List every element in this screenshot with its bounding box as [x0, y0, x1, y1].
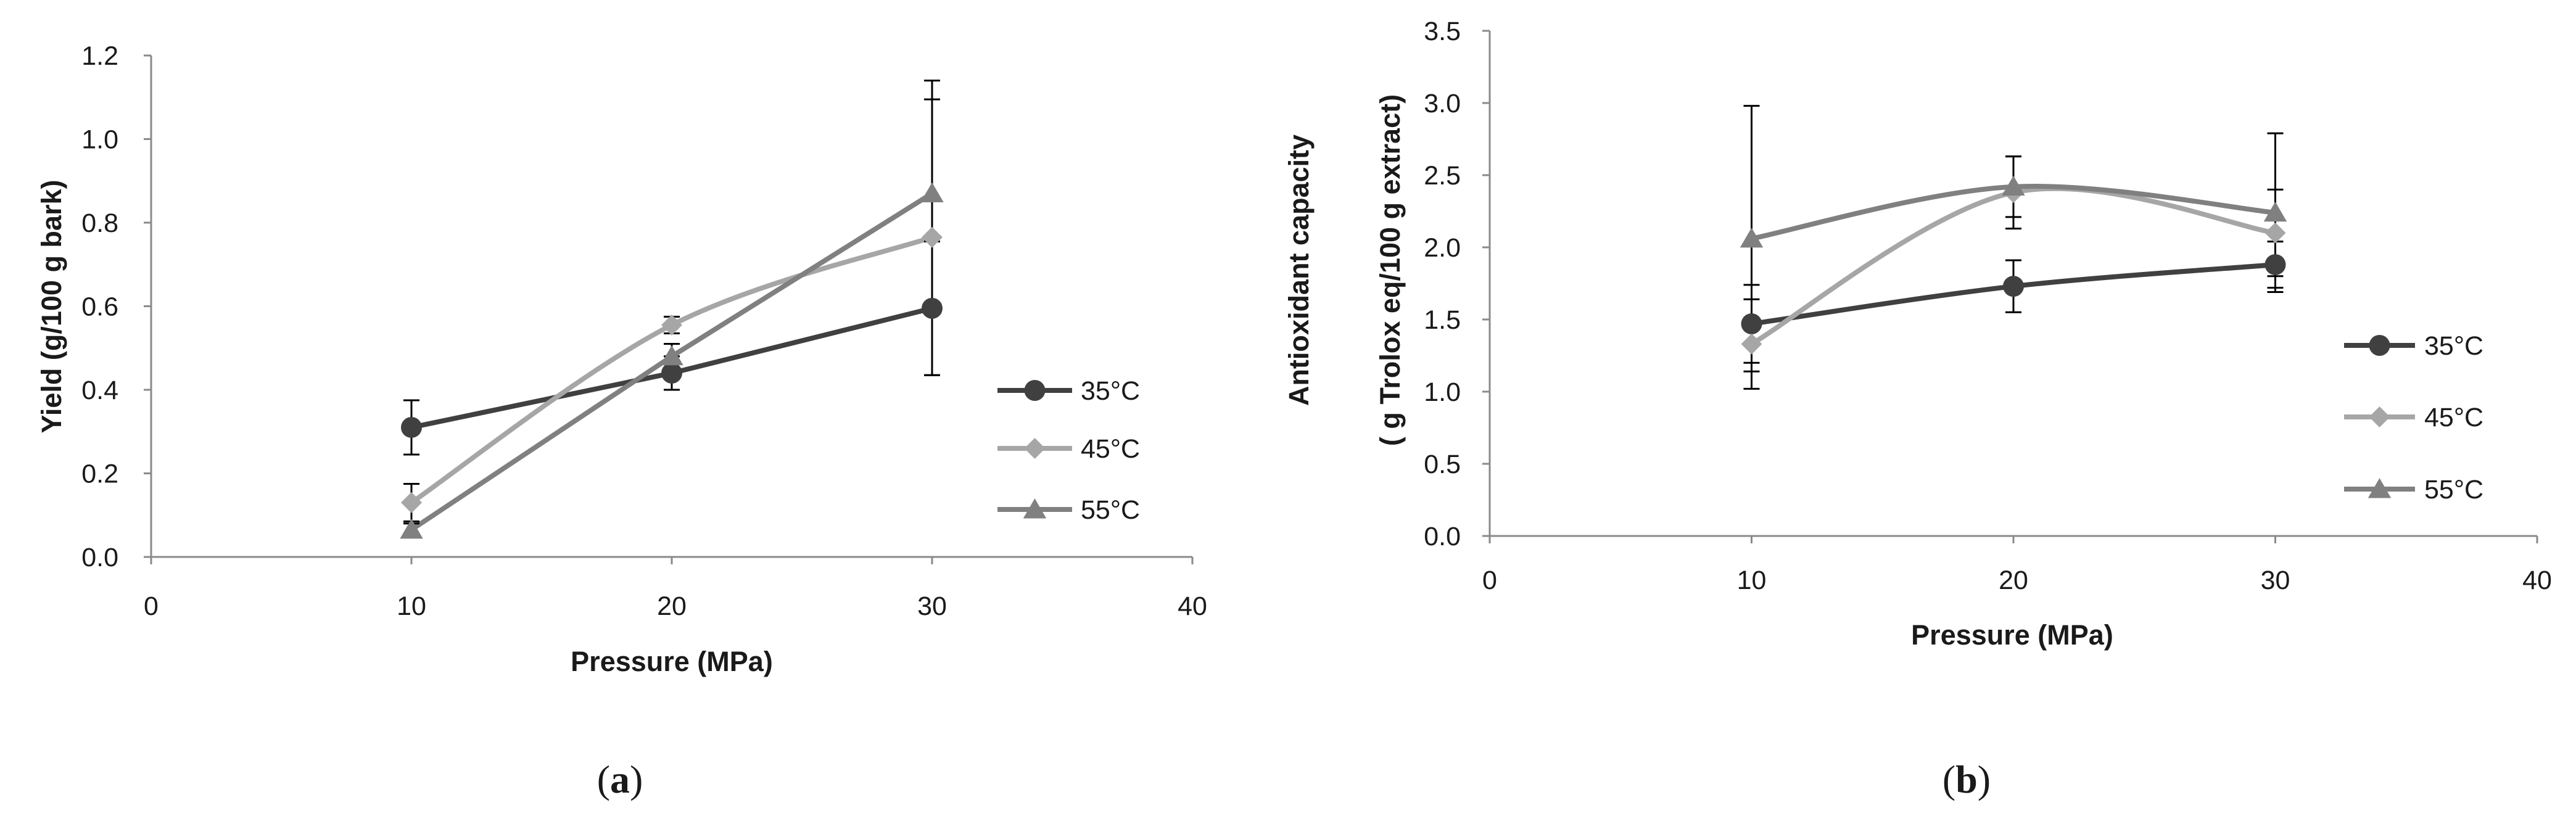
legend-label: 45°C: [1081, 434, 1140, 464]
data-point-circle: [2003, 276, 2024, 297]
data-point-circle: [1741, 313, 1762, 335]
panel-label-open: (: [1942, 757, 1955, 801]
panel-label-close: ): [1978, 757, 1991, 801]
x-tick-label: 0: [1482, 566, 1497, 595]
y-tick-label: 3.5: [1424, 17, 1461, 46]
x-tick-label: 20: [1999, 566, 2028, 595]
legend-label: 55°C: [2424, 475, 2483, 505]
legend-marker-circle: [1024, 380, 1046, 401]
data-point-diamond: [661, 314, 682, 336]
legend-marker-triangle: [2368, 478, 2392, 498]
legend: 35°C 45°C 55°C: [2344, 331, 2483, 505]
data-point-triangle: [920, 182, 944, 203]
x-tick-label: 10: [1737, 566, 1767, 595]
data-point-diamond: [401, 492, 422, 513]
data-point-diamond: [1741, 333, 1762, 355]
data-point-circle: [401, 416, 422, 438]
y-tick-label: 1.0: [81, 125, 118, 155]
legend-marker-circle: [2369, 335, 2390, 356]
y-tick-label: 2.5: [1424, 161, 1461, 191]
panel-label-open: (: [597, 757, 610, 801]
legend-label: 35°C: [1081, 376, 1140, 406]
y-tick-label: 1.0: [1424, 377, 1461, 407]
legend-marker-diamond: [2369, 406, 2390, 427]
y-tick-label: 1.2: [81, 41, 118, 71]
data-point-triangle: [400, 519, 423, 539]
data-point-diamond: [922, 226, 943, 248]
x-tick-label: 20: [657, 591, 687, 621]
y-axis-title: Antioxidant capacity: [1283, 134, 1315, 406]
data-point-circle: [922, 297, 943, 319]
y-tick-label: 2.0: [1424, 233, 1461, 263]
legend-label: 55°C: [1081, 495, 1140, 525]
x-tick-label: 10: [397, 591, 426, 621]
panel-label-letter: a: [610, 757, 630, 801]
x-tick-label: 0: [144, 591, 159, 621]
panel-label: (b): [1942, 757, 1991, 801]
panel-label-close: ): [630, 757, 643, 801]
y-tick-label: 0.5: [1424, 450, 1461, 479]
y-tick-label: 0.0: [1424, 522, 1461, 551]
chart-panel-a: 0 10 20 30 40 0.0 0.2 0.4 0.6 0.8 1.0 1.2 Pressure (…: [36, 41, 1207, 801]
legend-marker-triangle: [1023, 498, 1047, 519]
data-point-circle: [661, 362, 682, 384]
y-tick-label: 0.6: [81, 292, 118, 322]
y-tick-label: 0.8: [81, 208, 118, 238]
data-point-triangle: [1740, 228, 1764, 248]
y-tick-label: 3.0: [1424, 89, 1461, 118]
y-tick-label: 0.4: [81, 376, 118, 405]
data-point-triangle: [2002, 175, 2025, 196]
legend: 35°C 45°C 55°C: [997, 376, 1140, 525]
x-tick-label: 30: [917, 591, 947, 621]
legend-label: 35°C: [2424, 331, 2483, 361]
y-axis-title: Yield (g/100 g bark): [36, 180, 67, 434]
legend-label: 45°C: [2424, 403, 2483, 432]
x-tick-label: 40: [2522, 566, 2552, 595]
panel-label: (a): [597, 757, 643, 801]
legend-marker-diamond: [1024, 438, 1046, 459]
y-axis-title: ( g Trolox eq/100 g extract): [1374, 94, 1406, 446]
data-point-diamond: [2264, 222, 2286, 244]
data-point-triangle: [660, 345, 683, 366]
y-tick-label: 0.2: [81, 459, 118, 489]
x-axis-title: Pressure (MPa): [571, 646, 773, 677]
y-tick-label: 0.0: [81, 543, 118, 572]
data-point-triangle: [2263, 201, 2287, 222]
data-point-circle: [2264, 254, 2286, 276]
y-tick-label: 1.5: [1424, 305, 1461, 335]
x-axis-title: Pressure (MPa): [1911, 619, 2113, 651]
panel-label-letter: b: [1955, 757, 1978, 801]
x-tick-label: 40: [1178, 591, 1207, 621]
x-tick-label: 30: [2261, 566, 2290, 595]
chart-panel-b: 0 10 20 30 40 0.0 0.5 1.0 1.5 2.0 2.5 3.0 3.5 Pressur…: [1283, 17, 2552, 801]
